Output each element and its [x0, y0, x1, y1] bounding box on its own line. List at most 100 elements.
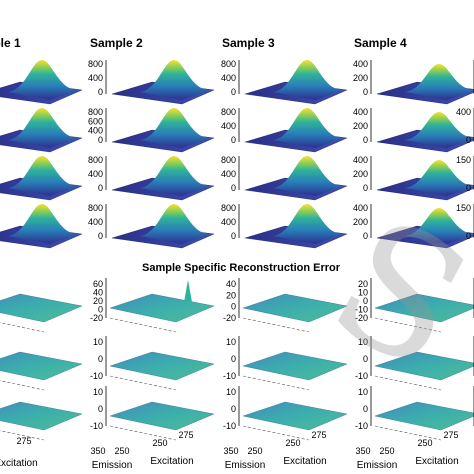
emission-tick-c2-1: 250 — [247, 446, 262, 456]
error-c2-r2-tick-0: 10 — [226, 387, 236, 397]
excitation-tick-c3-0: 250 — [417, 438, 432, 448]
excitation-tick-c2-1: 275 — [311, 430, 326, 440]
recon-c1-r0-tick-2: 0 — [98, 87, 103, 97]
error-c1-r0-tick-3: 0 — [98, 305, 103, 315]
recon-c1-r1-tick-2: 400 — [88, 126, 103, 136]
emission-label-c3: Emission — [357, 460, 398, 471]
recon-c2-r2-tick-1: 400 — [221, 169, 236, 179]
recon-c3-r1-tick-1: 200 — [353, 121, 368, 131]
recon-c3-r3-peak — [405, 208, 474, 244]
recon-c2-r3-peak — [273, 204, 343, 244]
error-c0-r1-floor-edge — [0, 380, 45, 391]
recon-c2-r2-peak — [273, 156, 343, 196]
recon-c3-r3-tick-1: 200 — [353, 217, 368, 227]
emission-tick-c3-0: 350 — [355, 446, 370, 456]
recon-c3-r2-tick-1: 200 — [353, 169, 368, 179]
error-c3-r0-tick-3: -10 — [355, 305, 368, 315]
recon-c3-r2-tick-0: 400 — [353, 155, 368, 165]
recon-c3-r0-peak — [405, 64, 474, 100]
recon-c2-r3-tick-0: 800 — [221, 203, 236, 213]
excitation-tick-c1-1: 275 — [178, 430, 193, 440]
excitation-label-c2: Excitation — [283, 456, 326, 467]
error-c1-r1-surface — [109, 351, 215, 381]
error-c2-r0-tick-2: 0 — [231, 302, 236, 312]
recon-c3-r0-tick-0: 400 — [353, 59, 368, 69]
error-c2-r1-floor-edge — [242, 375, 310, 391]
error-c2-r2-floor-edge — [242, 425, 310, 441]
emission-tick-c2-0: 350 — [223, 446, 238, 456]
error-c3-r2-surface — [374, 401, 474, 431]
recon-c1-r0-tick-0: 800 — [88, 59, 103, 69]
recon-c1-r3-tick-0: 800 — [88, 203, 103, 213]
error-c2-r0-tick-0: 40 — [226, 279, 236, 289]
column-title-sample-3: Sample 3 — [222, 36, 275, 50]
recon-c0-r2-peak — [8, 156, 78, 196]
recon-c0-r3-peak — [8, 204, 78, 244]
error-c3-r0-tick-4: -20 — [355, 313, 368, 323]
recon-c4-r1-tick-1: 0 — [466, 135, 471, 145]
error-c1-r1-tick-1: 0 — [98, 354, 103, 364]
recon-c2-r2-tick-2: 0 — [231, 183, 236, 193]
error-c1-r2-tick-0: 10 — [93, 387, 103, 397]
error-c1-r0-tick-2: 20 — [93, 296, 103, 306]
recon-c1-r3-tick-2: 0 — [98, 231, 103, 241]
recon-c1-r1-tick-1: 600 — [88, 116, 103, 126]
recon-c1-r1-tick-3: 0 — [98, 135, 103, 145]
column-title-sample-4: Sample 4 — [354, 36, 407, 50]
error-c2-r0-floor-edge — [242, 317, 310, 333]
recon-c2-r3-tick-2: 0 — [231, 231, 236, 241]
section-title-error: Sample Specific Reconstruction Error — [142, 262, 341, 274]
recon-c1-r3-peak — [140, 204, 210, 244]
recon-c1-r2-tick-2: 0 — [98, 183, 103, 193]
recon-c1-r0-peak — [140, 60, 210, 100]
error-c3-r0-floor-edge — [374, 317, 442, 333]
column-title-sample-1: Sample 1 — [0, 36, 21, 50]
error-c3-r0-tick-2: 0 — [363, 296, 368, 306]
error-c0-r0-surface — [0, 293, 83, 323]
error-c1-r1-tick-0: 10 — [93, 337, 103, 347]
error-c3-r0-tick-1: 10 — [358, 288, 368, 298]
recon-c2-r1-peak — [273, 108, 343, 148]
error-c3-r0-tick-0: 20 — [358, 279, 368, 289]
error-c1-r2-tick-2: -10 — [90, 421, 103, 431]
recon-c1-r1-tick-0: 800 — [88, 107, 103, 117]
error-c2-r0-surface — [242, 293, 348, 323]
recon-c4-r2-tick-0: 150 — [456, 155, 471, 165]
emission-tick-c1-0: 350 — [90, 446, 105, 456]
error-c1-r2-tick-1: 0 — [98, 404, 103, 414]
excitation-tick-c3-1: 275 — [443, 430, 458, 440]
recon-c3-r0-tick-2: 0 — [363, 87, 368, 97]
error-c1-r0-tick-4: -20 — [90, 313, 103, 323]
error-c3-r2-floor-edge — [374, 425, 442, 441]
error-c1-r1-tick-2: -10 — [90, 371, 103, 381]
recon-c2-r1-tick-0: 800 — [221, 107, 236, 117]
error-c2-r1-surface — [242, 351, 348, 381]
error-c3-r1-surface — [374, 351, 474, 381]
error-c3-r1-tick-1: 0 — [363, 354, 368, 364]
recon-c2-r3-tick-1: 400 — [221, 217, 236, 227]
emission-tick-c3-1: 250 — [379, 446, 394, 456]
error-c2-r0-tick-1: 20 — [226, 290, 236, 300]
emission-label-c1: Emission — [92, 460, 133, 471]
error-c3-r1-floor-edge — [374, 375, 442, 391]
recon-c3-r1-tick-0: 400 — [353, 107, 368, 117]
recon-c2-r0-tick-0: 800 — [221, 59, 236, 69]
excitation-tick-c1-0: 250 — [152, 438, 167, 448]
error-c1-r0-tick-1: 40 — [93, 288, 103, 298]
recon-c3-r3-tick-2: 0 — [363, 231, 368, 241]
recon-c0-r1-peak — [8, 108, 78, 148]
recon-c2-r1-tick-2: 0 — [231, 135, 236, 145]
recon-c4-r3-tick-0: 150 — [456, 203, 471, 213]
error-c1-r1-floor-edge — [109, 375, 177, 391]
recon-c0-r0-peak — [8, 60, 78, 100]
excitation-tick-c0-0: 275 — [16, 436, 31, 446]
recon-c3-r2-peak — [405, 160, 474, 196]
recon-c1-r1-peak — [140, 108, 210, 148]
column-title-sample-2: Sample 2 — [90, 36, 143, 50]
recon-c1-r3-tick-1: 400 — [88, 217, 103, 227]
recon-c3-r1-peak — [405, 112, 474, 148]
error-c0-r0-floor-edge — [0, 322, 45, 333]
recon-c1-r2-tick-0: 800 — [88, 155, 103, 165]
error-c2-r2-tick-2: -10 — [223, 421, 236, 431]
